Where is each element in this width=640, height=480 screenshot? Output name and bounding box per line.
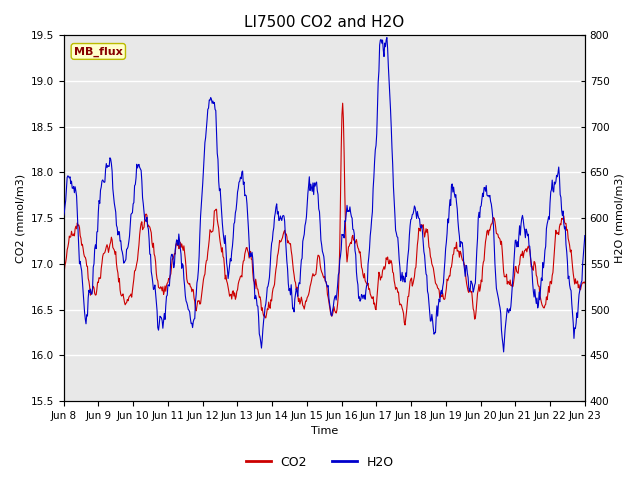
Legend: CO2, H2O: CO2, H2O — [241, 451, 399, 474]
Text: MB_flux: MB_flux — [74, 46, 123, 57]
X-axis label: Time: Time — [310, 426, 338, 436]
Y-axis label: CO2 (mmol/m3): CO2 (mmol/m3) — [15, 174, 25, 263]
Title: LI7500 CO2 and H2O: LI7500 CO2 and H2O — [244, 15, 404, 30]
Y-axis label: H2O (mmol/m3): H2O (mmol/m3) — [615, 173, 625, 263]
